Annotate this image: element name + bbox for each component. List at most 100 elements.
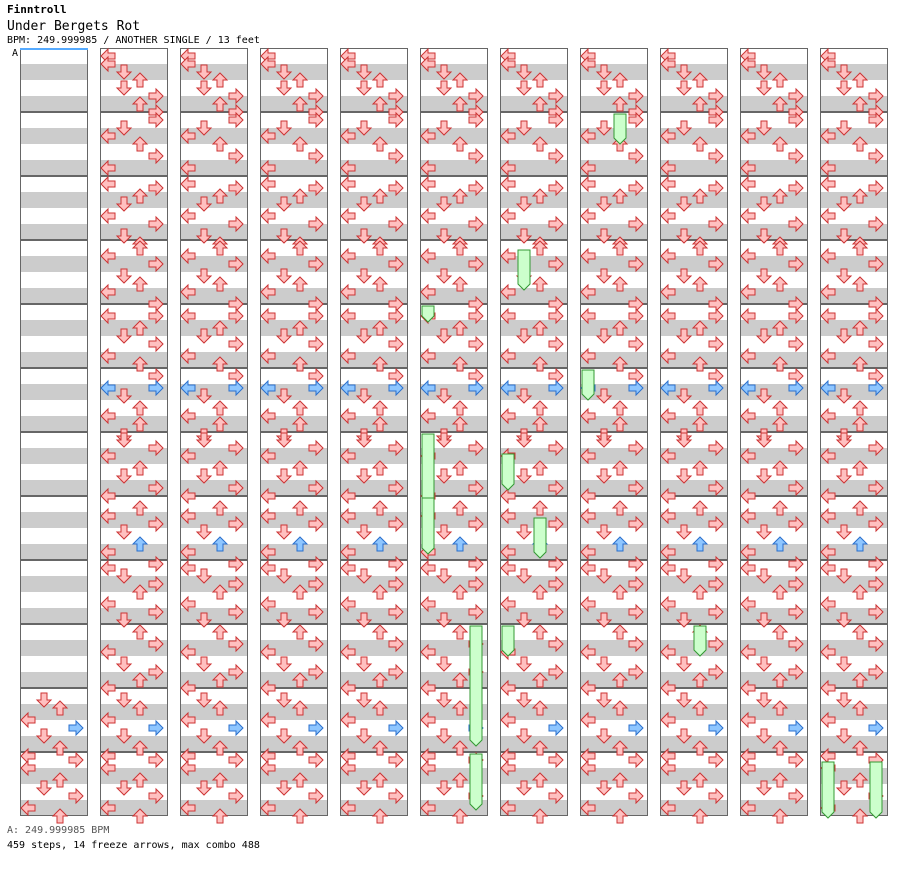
up-arrow-note xyxy=(451,584,469,600)
measure-border xyxy=(100,176,168,240)
down-arrow-note xyxy=(435,388,453,404)
up-arrow-note xyxy=(531,460,549,476)
right-arrow-note xyxy=(308,555,324,573)
up-arrow-note xyxy=(451,672,469,688)
up-arrow-note xyxy=(291,740,309,756)
freeze-arrow xyxy=(421,497,435,555)
right-arrow-note xyxy=(228,295,244,313)
left-arrow-note xyxy=(660,543,676,561)
up-arrow-note xyxy=(771,460,789,476)
right-arrow-note xyxy=(788,575,804,593)
measure-border xyxy=(260,48,328,112)
left-arrow-note xyxy=(260,127,276,145)
up-arrow-note xyxy=(451,276,469,292)
left-arrow-note xyxy=(660,307,676,325)
measure-band xyxy=(580,64,648,80)
left-arrow-note xyxy=(260,759,276,777)
measure-border xyxy=(580,304,648,368)
right-arrow-note xyxy=(708,215,724,233)
left-arrow-note xyxy=(100,759,116,777)
up-arrow-note xyxy=(211,772,229,788)
left-arrow-note xyxy=(580,487,596,505)
measure-band xyxy=(340,448,408,464)
left-arrow-note xyxy=(100,47,116,65)
measure-band xyxy=(580,448,648,464)
down-arrow-note xyxy=(115,656,133,672)
left-arrow-note xyxy=(180,595,196,613)
left-arrow-note xyxy=(820,595,836,613)
measure-band xyxy=(420,448,488,464)
right-arrow-note xyxy=(868,439,884,457)
left-arrow-note xyxy=(740,307,756,325)
measure-border xyxy=(260,176,328,240)
left-arrow-note xyxy=(740,543,756,561)
measure-band xyxy=(260,544,328,560)
right-arrow-note xyxy=(148,515,164,533)
up-arrow-note xyxy=(531,96,549,112)
left-arrow-note xyxy=(340,487,356,505)
measure-border xyxy=(340,624,408,688)
down-arrow-note xyxy=(675,196,693,212)
left-arrow-note xyxy=(660,379,676,397)
measure-border xyxy=(580,112,648,176)
left-arrow-note xyxy=(420,127,436,145)
right-arrow-note xyxy=(788,751,804,769)
left-arrow-note xyxy=(740,799,756,817)
measure-band xyxy=(740,544,808,560)
measure-border xyxy=(820,560,888,624)
up-arrow-note xyxy=(211,136,229,152)
right-arrow-note xyxy=(388,379,404,397)
left-arrow-note xyxy=(420,559,436,577)
down-arrow-note xyxy=(595,612,613,628)
down-arrow-note xyxy=(835,656,853,672)
measure-band xyxy=(180,288,248,304)
measure-border xyxy=(500,432,568,496)
measure-band xyxy=(20,160,88,176)
left-arrow-note xyxy=(820,283,836,301)
left-arrow-note xyxy=(500,247,516,265)
up-arrow-note xyxy=(851,320,869,336)
right-arrow-note xyxy=(148,255,164,273)
down-arrow-note xyxy=(835,120,853,136)
left-arrow-note xyxy=(580,447,596,465)
right-arrow-note xyxy=(148,439,164,457)
down-arrow-note xyxy=(115,780,133,796)
up-arrow-note xyxy=(291,188,309,204)
measure-border xyxy=(580,432,648,496)
right-arrow-note xyxy=(628,307,644,325)
up-arrow-note xyxy=(691,772,709,788)
left-arrow-note xyxy=(100,283,116,301)
left-arrow-note xyxy=(500,407,516,425)
right-arrow-note xyxy=(468,87,484,105)
measure-band xyxy=(20,544,88,560)
measure-band xyxy=(180,480,248,496)
left-arrow-note xyxy=(260,799,276,817)
measure-band xyxy=(820,704,888,720)
left-arrow-note xyxy=(820,543,836,561)
right-arrow-note xyxy=(468,215,484,233)
measure-band xyxy=(100,288,168,304)
left-arrow-note xyxy=(180,643,196,661)
right-arrow-note xyxy=(788,439,804,457)
left-arrow-note xyxy=(340,159,356,177)
left-arrow-note xyxy=(820,711,836,729)
right-arrow-note xyxy=(148,335,164,353)
up-arrow-note xyxy=(771,500,789,516)
measure-band xyxy=(660,288,728,304)
up-arrow-note xyxy=(131,808,149,824)
measure-band xyxy=(20,256,88,272)
up-arrow-note xyxy=(371,400,389,416)
right-arrow-note xyxy=(228,215,244,233)
left-arrow-note xyxy=(580,595,596,613)
right-arrow-note xyxy=(388,439,404,457)
down-arrow-note xyxy=(755,468,773,484)
measure-band xyxy=(340,64,408,80)
up-arrow-note xyxy=(371,356,389,372)
measure-band xyxy=(20,192,88,208)
left-arrow-note xyxy=(820,447,836,465)
left-arrow-note xyxy=(340,595,356,613)
measure-band xyxy=(660,576,728,592)
right-arrow-note xyxy=(868,147,884,165)
measure-border xyxy=(340,240,408,304)
right-arrow-note xyxy=(628,367,644,385)
